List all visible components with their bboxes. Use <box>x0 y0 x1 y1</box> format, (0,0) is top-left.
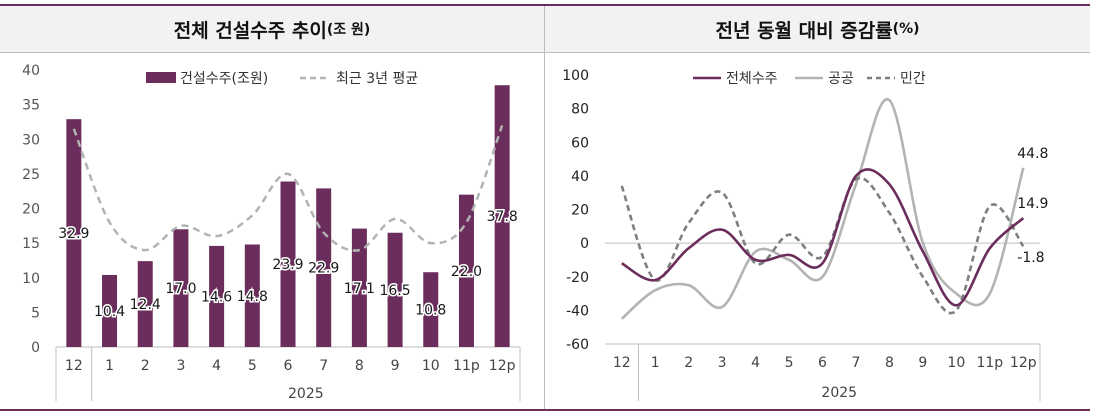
y-tick-label: 40 <box>571 169 589 185</box>
right-panel-header: 전년 동월 대비 증감률 (%) <box>545 6 1090 52</box>
legend-label-private: 민간 <box>900 71 926 87</box>
x-tick-label: 6 <box>818 355 827 371</box>
y-tick-label: 25 <box>22 167 40 183</box>
bar-value-label: 37.8 <box>487 209 518 225</box>
x-tick-label: 10 <box>422 358 440 374</box>
y-tick-label: -20 <box>566 270 589 286</box>
bar <box>458 194 474 347</box>
bar-value-label: 32.9 <box>58 226 89 242</box>
x-tick-label: 9 <box>391 358 400 374</box>
x-tick-label: 7 <box>852 355 861 371</box>
y-tick-label: 30 <box>22 132 40 148</box>
bar <box>351 228 367 347</box>
bar-value-label: 12.4 <box>130 297 161 313</box>
x-tick-label: 8 <box>355 358 364 374</box>
y-tick-label: 100 <box>562 68 589 84</box>
x-tick-label: 3 <box>176 358 185 374</box>
y-tick-label: -60 <box>566 337 589 353</box>
legend-label-public: 공공 <box>828 71 854 87</box>
right-panel-title: 전년 동월 대비 증감률 <box>715 19 893 42</box>
legend-label-total: 전체수주 <box>726 71 778 87</box>
x-tick-label: 12p <box>489 358 516 374</box>
bar-value-label: 17.0 <box>165 281 196 297</box>
bar <box>387 232 403 347</box>
right-panel-unit: (%) <box>892 21 920 37</box>
x-tick-label: 6 <box>284 358 293 374</box>
x-tick-label: 12p <box>1010 355 1037 371</box>
x-tick-label: 11p <box>976 355 1003 371</box>
x-tick-label: 4 <box>751 355 760 371</box>
y-tick-label: 60 <box>571 135 589 151</box>
x-tick-label: 2 <box>684 355 693 371</box>
top-rule <box>0 4 1090 6</box>
left-panel-title: 전체 건설수주 추이 <box>173 19 327 42</box>
bar-value-label: 10.4 <box>94 304 125 320</box>
bar <box>66 119 82 347</box>
bar-value-label: 10.8 <box>415 303 446 319</box>
panel-divider <box>544 6 545 409</box>
year-label: 2025 <box>288 386 324 402</box>
x-tick-label: 11p <box>453 358 480 374</box>
end-value-label: 14.9 <box>1017 196 1048 212</box>
x-tick-label: 12 <box>65 358 83 374</box>
y-tick-label: 80 <box>571 102 589 118</box>
x-tick-label: 8 <box>885 355 894 371</box>
left-panel-unit: (조 원) <box>326 22 371 38</box>
bar-value-label: 23.9 <box>272 257 303 273</box>
year-label: 2025 <box>821 385 857 401</box>
y-tick-label: 0 <box>580 236 589 252</box>
bar <box>494 85 510 348</box>
public-line <box>620 97 1025 320</box>
bar-value-label: 14.6 <box>201 289 232 305</box>
total-orders-line <box>621 168 1025 307</box>
average-line <box>72 124 504 252</box>
private-line <box>620 176 1025 315</box>
x-tick-label: 4 <box>212 358 221 374</box>
y-tick-label: 35 <box>22 98 40 114</box>
y-tick-label: 20 <box>22 202 40 218</box>
x-tick-label: 7 <box>319 358 328 374</box>
bar <box>137 261 153 347</box>
bar <box>423 272 439 347</box>
bar <box>244 244 260 347</box>
left-panel-header: 전체 건설수주 추이 (조 원) <box>0 6 544 52</box>
x-tick-label: 3 <box>718 355 727 371</box>
x-tick-label: 10 <box>947 355 965 371</box>
bar <box>102 274 118 347</box>
x-tick-label: 1 <box>651 355 660 371</box>
bar <box>209 245 225 347</box>
bottom-rule <box>0 409 1090 411</box>
end-value-label: 44.8 <box>1017 146 1048 162</box>
legend-label-average: 최근 3년 평균 <box>336 71 418 87</box>
x-tick-label: 5 <box>248 358 257 374</box>
legend-swatch-bar <box>146 72 176 83</box>
y-tick-label: -40 <box>566 303 589 319</box>
bar-value-label: 14.8 <box>237 289 268 305</box>
bar-value-label: 16.5 <box>379 283 410 299</box>
y-tick-label: 5 <box>31 305 40 321</box>
bar-value-label: 22.9 <box>308 261 339 277</box>
legend-label-bar: 건설수주(조원) <box>180 71 268 87</box>
y-tick-label: 15 <box>22 236 40 252</box>
end-value-label: -1.8 <box>1017 250 1044 266</box>
bar <box>280 181 296 347</box>
y-tick-label: 10 <box>22 271 40 287</box>
x-tick-label: 1 <box>105 358 114 374</box>
x-tick-label: 5 <box>785 355 794 371</box>
bar <box>173 229 189 347</box>
y-tick-label: 40 <box>22 63 40 79</box>
bar-value-label: 22.0 <box>451 264 482 280</box>
x-tick-label: 2 <box>141 358 150 374</box>
x-tick-label: 12 <box>613 355 631 371</box>
header-separator <box>0 52 1090 53</box>
bar-value-label: 17.1 <box>344 281 375 297</box>
y-tick-label: 20 <box>571 203 589 219</box>
x-tick-label: 9 <box>918 355 927 371</box>
y-tick-label: 0 <box>31 340 40 356</box>
